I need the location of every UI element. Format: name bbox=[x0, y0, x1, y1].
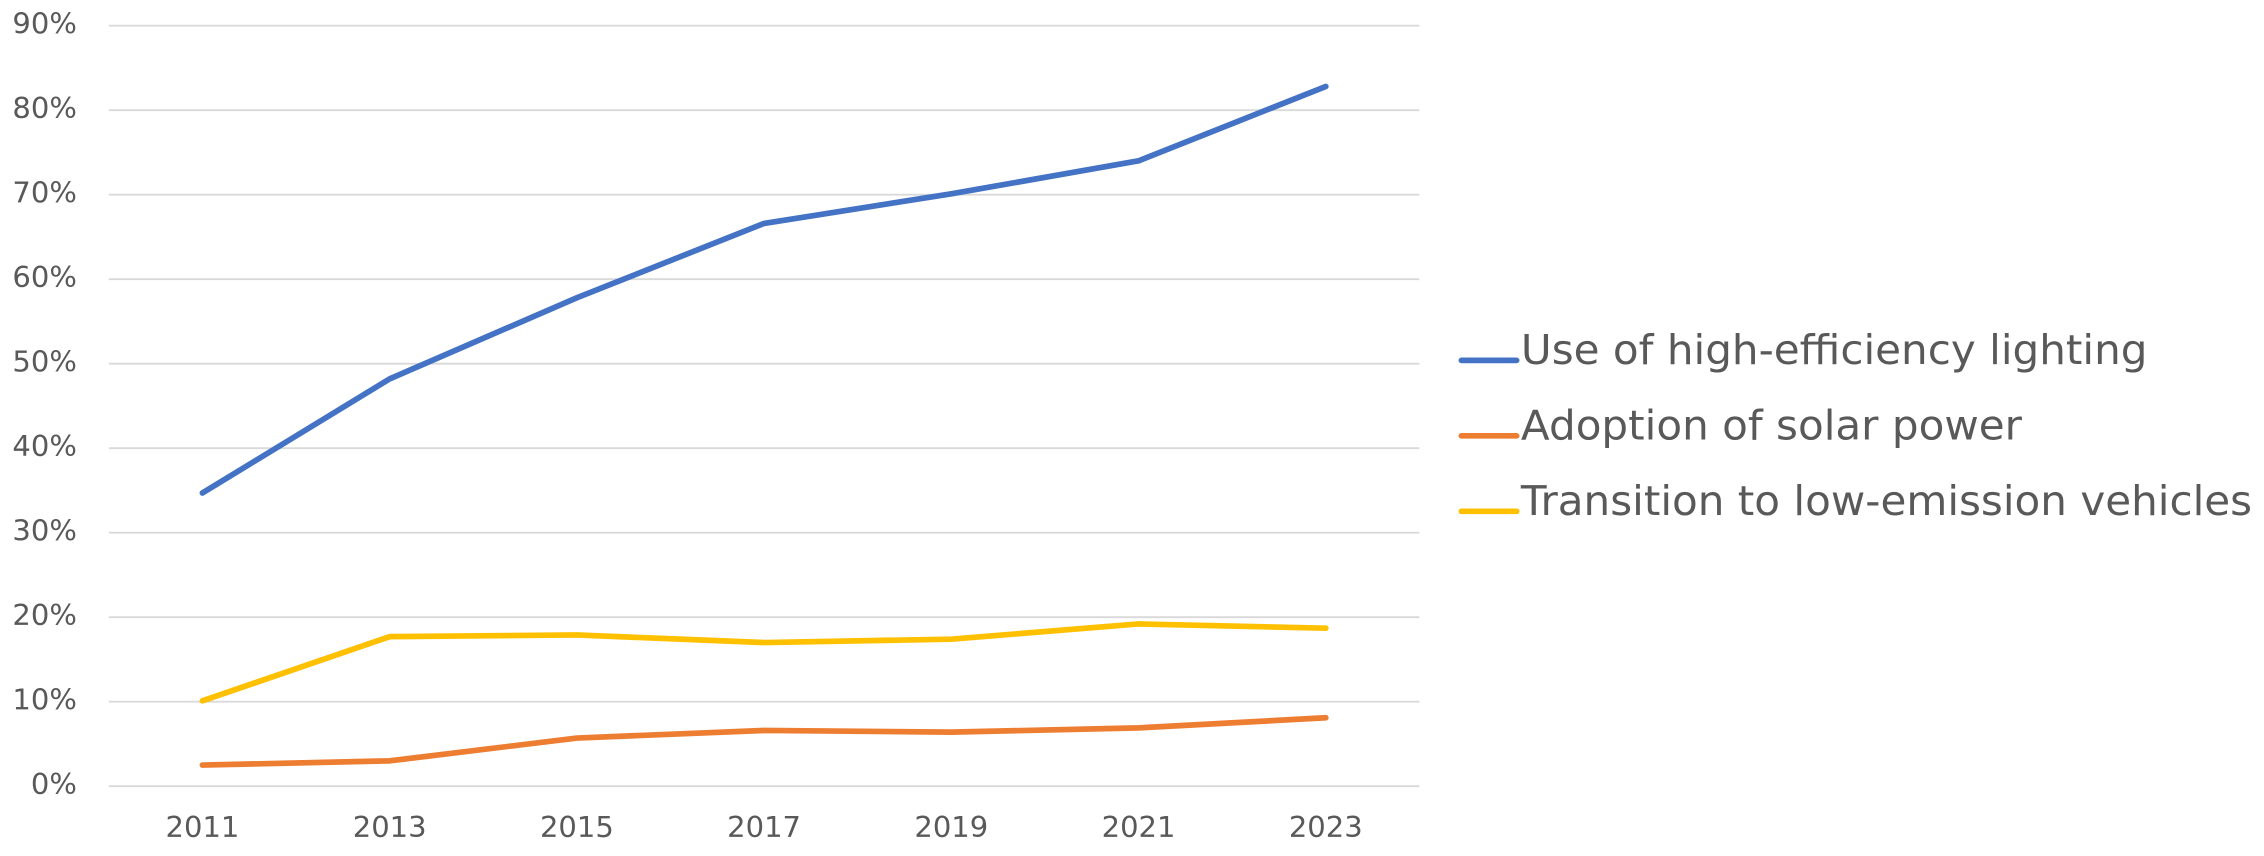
legend-label: Use of high-efficiency lighting bbox=[1521, 325, 2148, 374]
y-tick-label: 30% bbox=[12, 514, 77, 548]
x-tick-label: 2013 bbox=[353, 810, 427, 844]
y-tick-label: 50% bbox=[12, 345, 77, 379]
x-tick-label: 2023 bbox=[1289, 810, 1363, 844]
x-tick-label: 2017 bbox=[727, 810, 801, 844]
x-tick-label: 2021 bbox=[1102, 810, 1176, 844]
y-tick-label: 20% bbox=[12, 598, 77, 632]
y-tick-label: 80% bbox=[12, 91, 77, 125]
y-tick-label: 40% bbox=[12, 429, 77, 463]
legend-label: Transition to low-emission vehicles bbox=[1520, 476, 2252, 525]
x-tick-label: 2015 bbox=[540, 810, 614, 844]
y-tick-label: 10% bbox=[12, 683, 77, 717]
y-tick-label: 90% bbox=[12, 7, 77, 41]
x-tick-label: 2019 bbox=[914, 810, 988, 844]
series-line bbox=[199, 714, 1329, 768]
y-tick-label: 60% bbox=[12, 260, 77, 294]
y-tick-label: 70% bbox=[12, 176, 77, 210]
series-line bbox=[199, 83, 1329, 496]
series-line bbox=[199, 621, 1329, 704]
legend-label: Adoption of solar power bbox=[1521, 401, 2023, 450]
x-tick-label: 2011 bbox=[166, 810, 240, 844]
y-tick-label: 0% bbox=[31, 767, 77, 801]
